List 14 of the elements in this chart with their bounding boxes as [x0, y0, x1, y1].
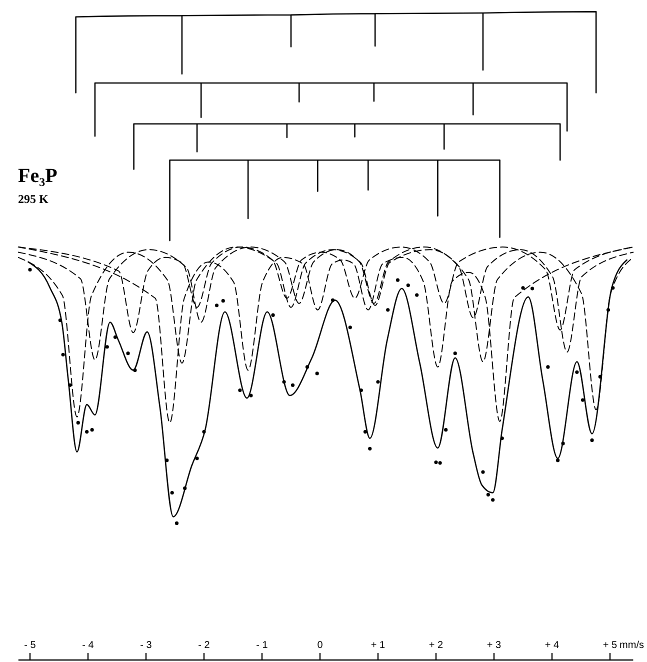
x-axis-title: mm/s: [620, 640, 644, 651]
x-tick-label: + 3: [486, 640, 502, 651]
x-tick-label: + 2: [428, 640, 444, 651]
x-tick-label: + 1: [370, 640, 386, 651]
text: 295 K: [18, 192, 49, 206]
x-tick-label: + 5: [602, 640, 618, 651]
x-tick-label: - 2: [198, 640, 210, 651]
x-tick-label: + 4: [544, 640, 560, 651]
x-tick-label: - 3: [140, 640, 152, 651]
x-tick-label: 0: [317, 640, 324, 651]
text: Fe₃P: [18, 165, 58, 187]
x-tick-label: - 5: [24, 640, 36, 651]
x-tick-label: - 4: [82, 640, 94, 651]
x-tick-label: - 1: [256, 640, 268, 651]
